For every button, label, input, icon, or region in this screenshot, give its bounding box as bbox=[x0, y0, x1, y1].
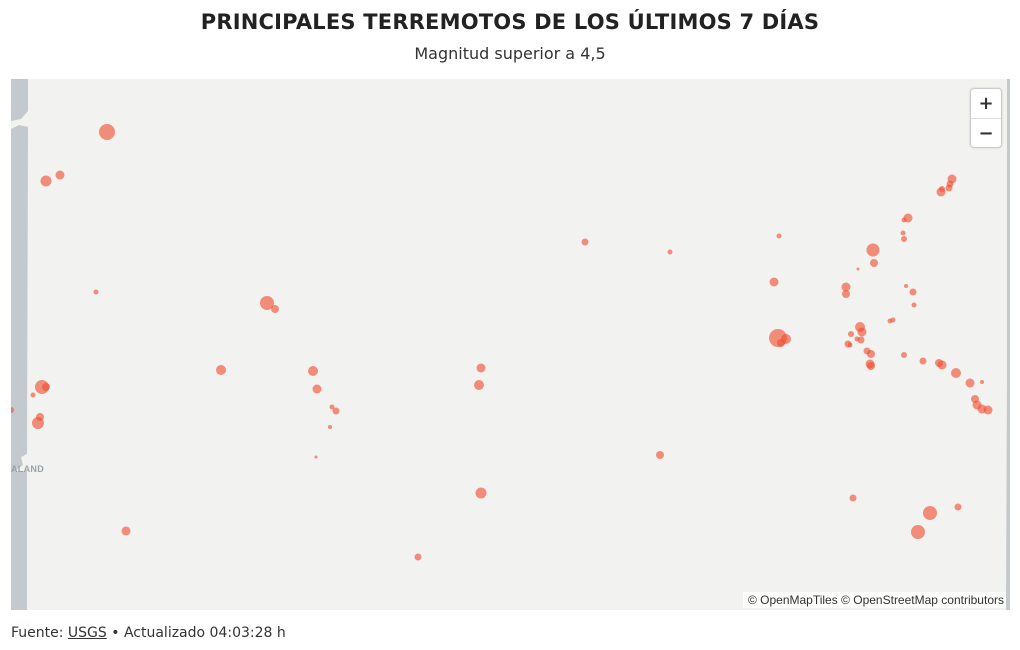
earthquake-marker[interactable] bbox=[216, 365, 226, 375]
earthquake-marker[interactable] bbox=[842, 290, 850, 298]
earthquake-marker[interactable] bbox=[476, 363, 486, 373]
earthquake-marker[interactable] bbox=[911, 525, 925, 539]
earthquake-marker[interactable] bbox=[867, 362, 875, 370]
earthquake-marker[interactable] bbox=[667, 249, 673, 255]
earthquake-marker[interactable] bbox=[947, 174, 957, 184]
earthquake-marker[interactable] bbox=[271, 305, 279, 313]
earthquake-marker[interactable] bbox=[951, 368, 961, 378]
earthquake-marker[interactable] bbox=[308, 366, 318, 376]
earthquake-marker[interactable] bbox=[121, 526, 131, 536]
earthquake-marker[interactable] bbox=[866, 243, 880, 257]
earthquake-marker[interactable] bbox=[329, 404, 335, 410]
place-label: ALAND bbox=[11, 464, 44, 474]
earthquake-marker[interactable] bbox=[937, 360, 947, 370]
earthquake-marker[interactable] bbox=[983, 405, 993, 415]
earthquake-marker[interactable] bbox=[867, 350, 875, 358]
earthquake-marker[interactable] bbox=[42, 383, 50, 391]
earthquake-marker[interactable] bbox=[475, 487, 487, 499]
earthquake-marker[interactable] bbox=[30, 392, 36, 398]
earthquake-marker[interactable] bbox=[904, 284, 908, 288]
zoom-control: + − bbox=[970, 88, 1002, 148]
land-layer bbox=[11, 79, 1010, 610]
earthquake-marker[interactable] bbox=[857, 327, 867, 337]
source-link[interactable]: USGS bbox=[67, 625, 107, 641]
earthquake-marker[interactable] bbox=[972, 400, 982, 410]
earthquake-marker[interactable] bbox=[776, 233, 782, 239]
footer: Fuente: USGS • Actualizado 04:03:28 h bbox=[11, 625, 286, 641]
earthquake-marker[interactable] bbox=[946, 180, 954, 188]
earthquake-marker[interactable] bbox=[414, 553, 422, 561]
earthquake-marker[interactable] bbox=[55, 170, 65, 180]
earthquake-marker[interactable] bbox=[977, 404, 987, 414]
earthquake-marker[interactable] bbox=[965, 378, 975, 388]
earthquake-marker[interactable] bbox=[903, 213, 913, 223]
earthquake-marker[interactable] bbox=[847, 342, 853, 348]
earthquake-marker[interactable] bbox=[901, 217, 907, 223]
earthquake-marker[interactable] bbox=[945, 184, 953, 192]
earthquake-marker[interactable] bbox=[856, 267, 860, 271]
earthquake-marker[interactable] bbox=[939, 186, 945, 192]
earthquake-marker[interactable] bbox=[919, 357, 927, 365]
land-fragment bbox=[11, 79, 28, 121]
earthquake-marker[interactable] bbox=[99, 124, 115, 140]
map-attribution: © OpenMapTiles © OpenStreetMap contribut… bbox=[742, 592, 1006, 608]
zoom-out-button[interactable]: − bbox=[971, 118, 1001, 146]
earthquake-marker[interactable] bbox=[332, 407, 340, 415]
earthquake-marker[interactable] bbox=[260, 296, 274, 310]
chart-title: PRINCIPALES TERREMOTOS DE LOS ÚLTIMOS 7 … bbox=[200, 10, 820, 34]
land-mass-west bbox=[11, 125, 28, 610]
earthquake-marker[interactable] bbox=[900, 230, 906, 236]
earthquake-marker[interactable] bbox=[848, 331, 854, 337]
earthquake-marker[interactable] bbox=[954, 503, 962, 511]
earthquake-marker[interactable] bbox=[909, 288, 917, 296]
earthquake-marker[interactable] bbox=[980, 380, 984, 384]
earthquake-marker[interactable] bbox=[777, 339, 785, 347]
updated-text: • Actualizado 04:03:28 h bbox=[111, 625, 286, 641]
land-mass-east bbox=[1006, 79, 1010, 610]
earthquake-marker[interactable] bbox=[32, 417, 44, 429]
chart-subtitle: Magnitud superior a 4,5 bbox=[414, 44, 606, 63]
earthquake-marker[interactable] bbox=[971, 395, 979, 403]
earthquake-marker[interactable] bbox=[781, 334, 791, 344]
earthquake-marker[interactable] bbox=[841, 282, 851, 292]
earthquake-marker[interactable] bbox=[581, 238, 589, 246]
earthquake-marker[interactable] bbox=[854, 336, 860, 342]
earthquake-marker[interactable] bbox=[849, 494, 857, 502]
earthquake-marker[interactable] bbox=[328, 425, 332, 429]
earthquake-marker[interactable] bbox=[40, 175, 52, 187]
earthquake-marker[interactable] bbox=[857, 336, 865, 344]
earthquake-marker[interactable] bbox=[911, 302, 917, 308]
earthquake-marker[interactable] bbox=[855, 322, 865, 332]
earthquake-marker[interactable] bbox=[474, 380, 484, 390]
earthquake-marker[interactable] bbox=[656, 451, 664, 459]
earthquake-marker[interactable] bbox=[312, 384, 322, 394]
earthquake-marker[interactable] bbox=[887, 318, 893, 324]
earthquake-marker[interactable] bbox=[923, 506, 937, 520]
earthquake-marker[interactable] bbox=[11, 407, 14, 413]
earthquake-marker[interactable] bbox=[314, 455, 318, 459]
earthquake-marker[interactable] bbox=[890, 317, 896, 323]
zoom-in-button[interactable]: + bbox=[971, 89, 1001, 118]
earthquake-marker[interactable] bbox=[769, 277, 779, 287]
earthquake-marker[interactable] bbox=[936, 187, 946, 197]
earthquake-map[interactable]: ALAND + − © OpenMapTiles © OpenStreetMap… bbox=[11, 79, 1010, 610]
source-prefix: Fuente: bbox=[11, 625, 64, 641]
earthquake-marker[interactable] bbox=[93, 289, 99, 295]
earthquake-marker[interactable] bbox=[901, 236, 907, 242]
earthquake-marker[interactable] bbox=[901, 352, 907, 358]
earthquake-marker[interactable] bbox=[870, 259, 878, 267]
